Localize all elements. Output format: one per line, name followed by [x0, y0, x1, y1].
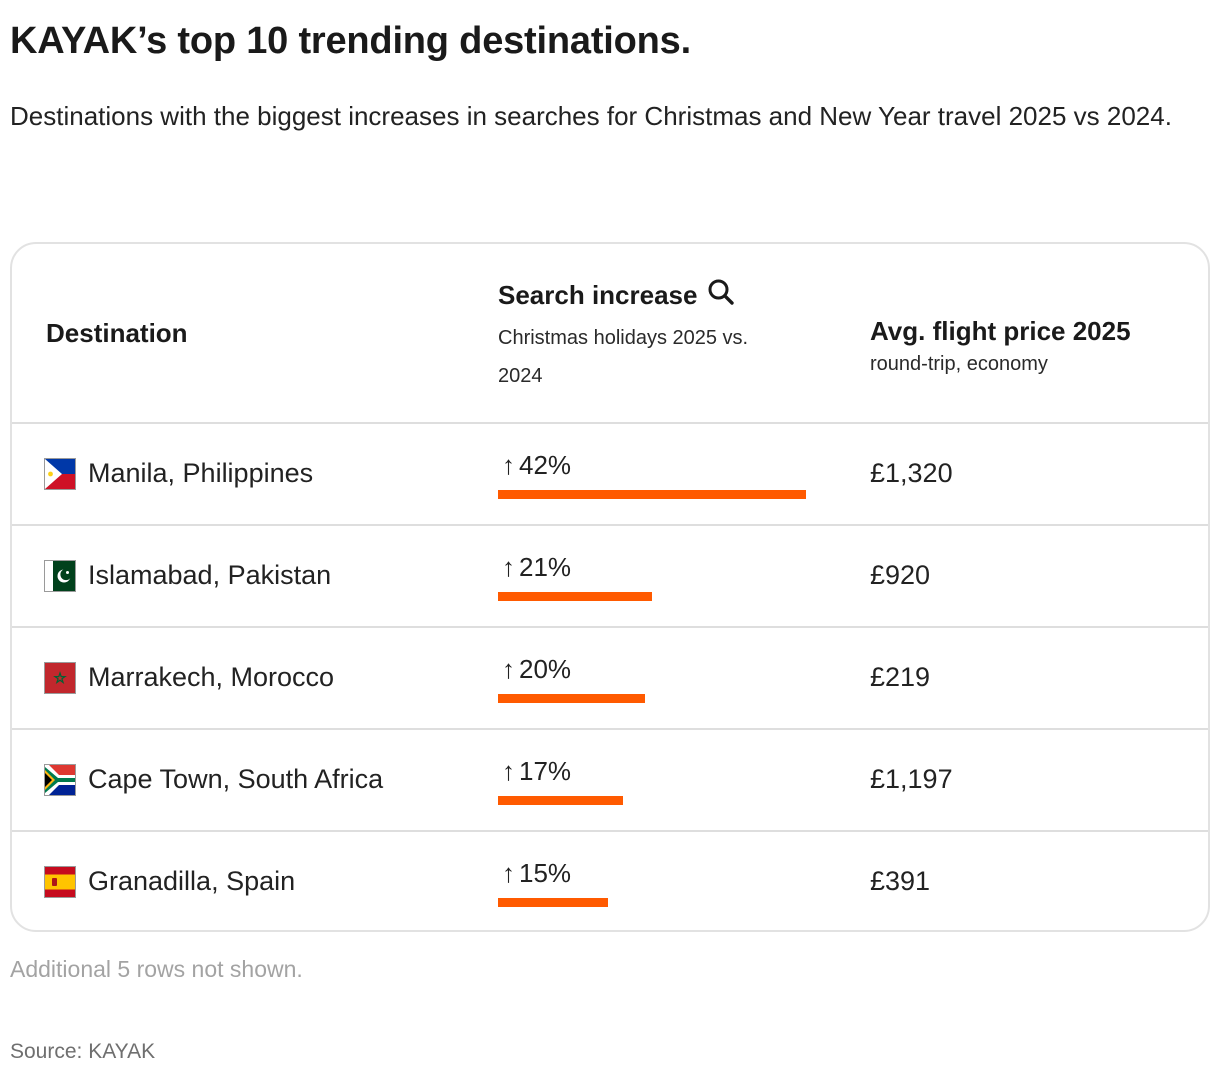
arrow-up-icon: ↑ — [502, 654, 515, 684]
arrow-up-icon: ↑ — [502, 552, 515, 582]
spain-flag-icon — [44, 866, 76, 898]
table-row: Islamabad, Pakistan ↑ 21% £920 — [12, 526, 1208, 628]
destination-label: Manila, Philippines — [88, 458, 314, 488]
philippines-flag-icon — [44, 458, 76, 490]
table-row: Marrakech, Morocco ↑ 20% £219 — [12, 628, 1208, 730]
destination-label: Cape Town, South Africa — [88, 764, 384, 794]
chart-subtitle: Destinations with the biggest increases … — [10, 101, 1172, 131]
destination-label: Islamabad, Pakistan — [88, 560, 332, 590]
increase-bar — [498, 796, 623, 805]
column-header-destination: Destination — [46, 318, 188, 348]
increase-bar — [498, 592, 652, 601]
price-value: £1,197 — [870, 764, 953, 794]
increase-label: 42% — [519, 450, 572, 480]
increase-label: 20% — [519, 654, 572, 684]
arrow-up-icon: ↑ — [502, 756, 515, 786]
south-africa-flag-icon — [44, 764, 76, 796]
price-subtitle: round-trip, economy — [870, 353, 1048, 375]
pakistan-flag-icon — [44, 560, 76, 592]
increase-bar — [498, 898, 608, 907]
data-table: Destination Search increase Christmas ho… — [10, 242, 1210, 932]
price-title: Avg. flight price 2025 — [870, 316, 1131, 346]
increase-label: 21% — [519, 552, 572, 582]
destination-label: Granadilla, Spain — [88, 866, 296, 896]
increase-bar — [498, 490, 806, 499]
price-value: £219 — [870, 662, 931, 692]
destination-label: Marrakech, Morocco — [88, 662, 335, 692]
table-header: Destination Search increase Christmas ho… — [12, 244, 1208, 424]
price-value: £391 — [870, 866, 931, 896]
source-label: Source: KAYAK — [10, 1040, 156, 1063]
search-increase-title: Search increase — [498, 280, 698, 310]
increase-bar — [498, 694, 645, 703]
table-row: Manila, Philippines ↑ 42% £1,320 — [12, 424, 1208, 526]
search-increase-subtitle: Christmas holidays 2025 vs. 2024 — [498, 327, 749, 387]
column-header-search-increase: Search increase Christmas holidays 2025 … — [498, 278, 798, 395]
arrow-up-icon: ↑ — [502, 450, 515, 480]
increase-label: 17% — [519, 756, 572, 786]
price-value: £920 — [870, 560, 931, 590]
search-icon — [707, 278, 735, 313]
price-value: £1,320 — [870, 458, 953, 488]
increase-label: 15% — [519, 858, 572, 888]
rows-not-shown-note: Additional 5 rows not shown. — [10, 956, 303, 982]
table-row: Granadilla, Spain ↑ 15% £391 — [12, 832, 1208, 930]
morocco-flag-icon — [44, 662, 76, 694]
column-header-price: Avg. flight price 2025 round-trip, econo… — [870, 316, 1131, 376]
table-row: Cape Town, South Africa ↑ 17% £1,197 — [12, 730, 1208, 832]
arrow-up-icon: ↑ — [502, 858, 515, 888]
chart-title: KAYAK’s top 10 trending destinations. — [10, 20, 691, 62]
